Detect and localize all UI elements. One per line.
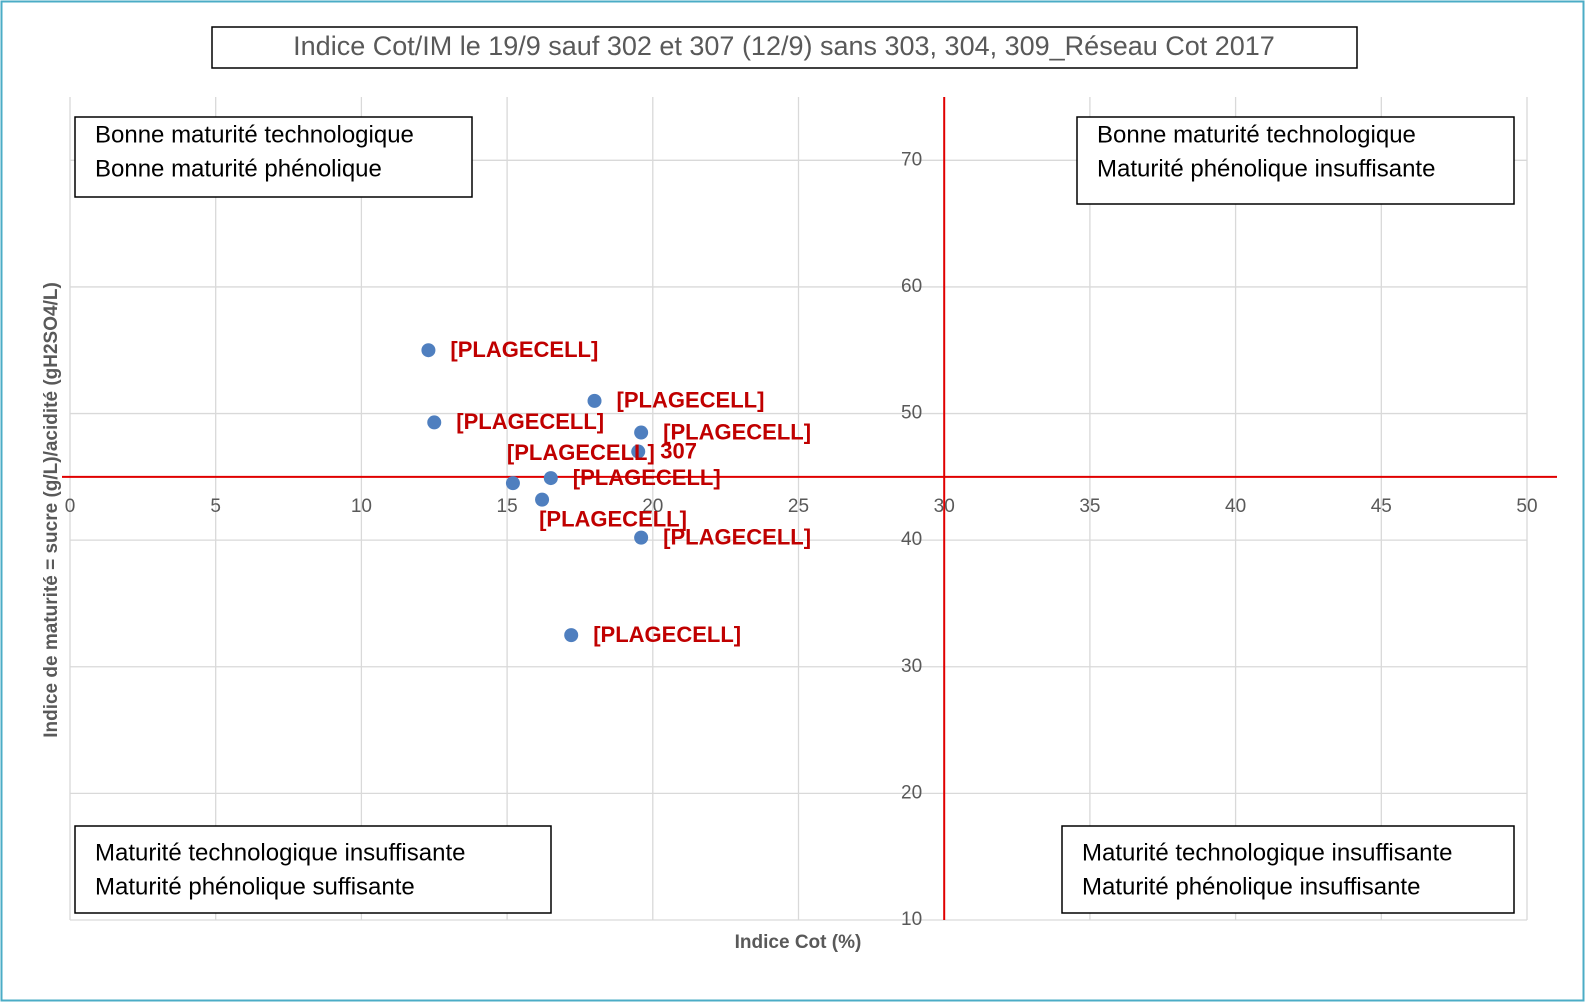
- annotation: Bonne maturité phénolique: [95, 155, 382, 182]
- data-label: [PLAGECELL]: [573, 465, 721, 490]
- point: [631, 444, 646, 459]
- x-tick-label: 50: [1516, 496, 1537, 517]
- data-label: 307: [660, 438, 697, 463]
- point: [505, 476, 520, 491]
- annotation: Maturité phénolique insuffisante: [1097, 155, 1435, 182]
- y-tick-label: 60: [901, 276, 922, 297]
- data-label: [PLAGECELL]: [450, 337, 598, 362]
- x-tick-label: 40: [1225, 496, 1246, 517]
- y-tick-label: 20: [901, 782, 922, 803]
- annotation: Bonne maturité technologique: [1097, 121, 1416, 148]
- y-axis-title: Indice de maturité = sucre (g/L)/acidité…: [41, 282, 62, 738]
- data-label: [PLAGECELL]: [456, 409, 604, 434]
- x-tick-label: 5: [210, 496, 221, 517]
- annotation-box: [74, 825, 552, 914]
- data-label: [PLAGECELL]: [617, 388, 765, 413]
- y-tick-label: 40: [901, 529, 922, 550]
- y-tick-label: 50: [901, 403, 922, 424]
- annotation-box: [1076, 116, 1515, 205]
- y-tick-label: 70: [901, 149, 922, 170]
- point: [564, 628, 579, 643]
- x-tick-label: 20: [642, 496, 663, 517]
- x-tick-label: 45: [1371, 496, 1392, 517]
- data-label: [PLAGECELL]: [663, 419, 811, 444]
- data-label: [PLAGECELL]: [507, 440, 655, 465]
- annotation: Maturité technologique insuffisante: [1082, 839, 1452, 866]
- annotation-box: [74, 116, 473, 198]
- point: [543, 471, 558, 486]
- point: [634, 530, 649, 545]
- point: [535, 492, 550, 507]
- point: [421, 343, 436, 358]
- x-tick-label: 0: [65, 496, 76, 517]
- annotation-box: [1061, 825, 1515, 914]
- annotation: Bonne maturité technologique: [95, 121, 414, 148]
- data-label: [PLAGECELL]: [663, 524, 811, 549]
- x-tick-label: 25: [788, 496, 809, 517]
- title-box: [211, 26, 1358, 69]
- x-tick-label: 10: [351, 496, 372, 517]
- data-label: [PLAGECELL]: [593, 622, 741, 647]
- point: [634, 425, 649, 440]
- annotation: Maturité phénolique suffisante: [95, 873, 415, 900]
- y-tick-label: 30: [901, 656, 922, 677]
- chart-title: Indice Cot/IM le 19/9 sauf 302 et 307 (1…: [293, 31, 1275, 61]
- annotation: Maturité phénolique insuffisante: [1082, 873, 1420, 900]
- point: [587, 393, 602, 408]
- data-label: [PLAGECELL]: [539, 506, 687, 531]
- y-tick-label: 10: [901, 909, 922, 930]
- point: [427, 415, 442, 430]
- x-axis-title: Indice Cot (%): [735, 932, 862, 953]
- x-tick-label: 30: [934, 496, 955, 517]
- x-tick-label: 15: [497, 496, 518, 517]
- x-tick-label: 35: [1079, 496, 1100, 517]
- annotation: Maturité technologique insuffisante: [95, 839, 465, 866]
